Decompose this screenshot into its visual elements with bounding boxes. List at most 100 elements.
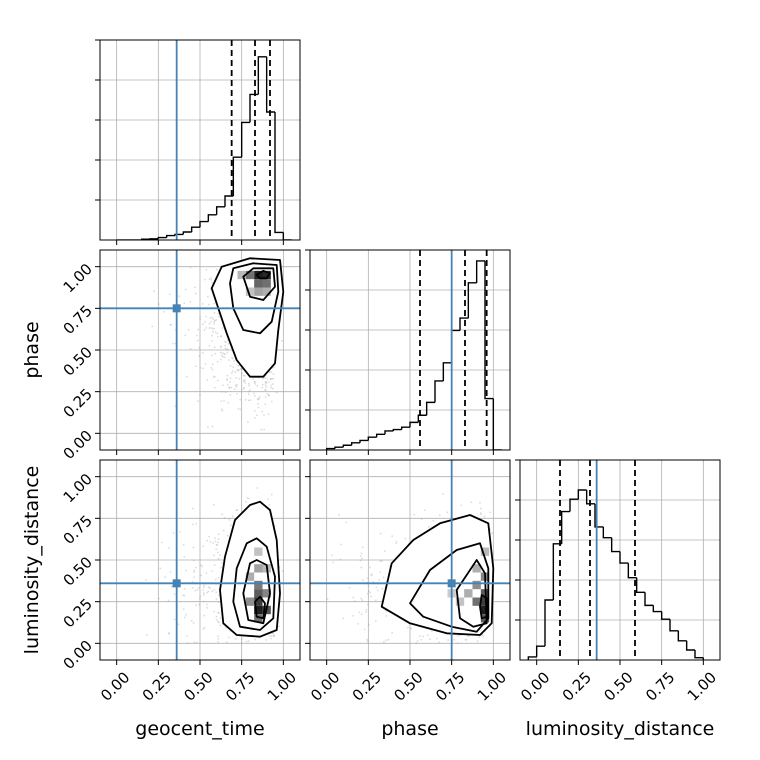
- scatter-point: [192, 546, 195, 549]
- scatter-point: [184, 334, 187, 337]
- scatter-point: [238, 377, 241, 380]
- density-cell: [455, 597, 465, 606]
- scatter-point: [338, 513, 341, 516]
- scatter-point: [173, 618, 176, 621]
- scatter-point: [203, 278, 206, 281]
- scatter-point: [210, 278, 213, 281]
- hist-bin-phase: [375, 433, 385, 438]
- scatter-point: [248, 497, 250, 500]
- truth-marker: [172, 304, 181, 313]
- scatter-point: [265, 380, 267, 383]
- hist-bin-geocent-time: [240, 121, 250, 158]
- scatter-point: [258, 397, 261, 400]
- scatter-point: [254, 381, 256, 384]
- scatter-point: [374, 599, 377, 602]
- hist-bin-luminosity-distance: [652, 605, 662, 613]
- scatter-point: [198, 603, 201, 606]
- scatter-point: [265, 382, 268, 384]
- scatter-point: [215, 544, 218, 547]
- scatter-point: [223, 400, 225, 402]
- truth-marker: [447, 579, 456, 588]
- contour-line: [219, 500, 281, 638]
- scatter-point: [247, 421, 249, 424]
- scatter-point: [210, 321, 212, 323]
- panel-frame: [519, 459, 721, 661]
- scatter-point: [438, 641, 440, 644]
- scatter-point: [361, 557, 363, 560]
- scatter-point: [217, 312, 219, 315]
- y-tick-label-phase: 0.25: [60, 385, 96, 421]
- scatter-point: [206, 539, 209, 542]
- scatter-point: [256, 385, 259, 387]
- scatter-point: [214, 540, 217, 543]
- scatter-point: [191, 523, 194, 526]
- scatter-point: [456, 635, 459, 637]
- hist-bin-luminosity-distance: [694, 650, 704, 659]
- hist-bin-phase: [392, 428, 402, 431]
- scatter-point: [272, 632, 274, 635]
- scatter-point: [210, 326, 212, 329]
- y-tick-label-luminosity-distance: 0.50: [60, 553, 96, 589]
- x-axis-title-phase: phase: [381, 718, 438, 740]
- scatter-point: [360, 566, 363, 569]
- scatter-point: [144, 578, 147, 581]
- scatter-point: [183, 587, 186, 590]
- scatter-point: [213, 564, 216, 567]
- scatter-point: [230, 386, 233, 389]
- scatter-point: [228, 386, 231, 389]
- scatter-point: [203, 584, 206, 587]
- scatter-point: [215, 598, 218, 601]
- y-tick-label-phase: 0.75: [60, 302, 96, 338]
- scatter-point: [413, 513, 416, 516]
- scatter-point: [214, 352, 217, 355]
- contour-line: [380, 514, 495, 636]
- scatter-point: [219, 624, 222, 627]
- scatter-point: [492, 615, 495, 617]
- density-cell: [472, 597, 481, 606]
- hist-bin-geocent-time: [257, 56, 267, 95]
- hist-bin-luminosity-distance: [685, 640, 695, 651]
- hist-bin-geocent-time: [182, 231, 192, 235]
- scatter-point: [170, 323, 173, 326]
- scatter-point: [270, 384, 272, 387]
- scatter-point: [227, 342, 230, 345]
- scatter-point: [404, 537, 407, 540]
- scatter-point: [217, 576, 220, 579]
- scatter-point: [213, 322, 216, 325]
- scatter-point: [366, 640, 369, 643]
- scatter-point: [273, 635, 276, 637]
- scatter-point: [217, 336, 219, 338]
- scatter-point: [470, 501, 473, 504]
- scatter-point: [379, 571, 382, 574]
- scatter-point: [237, 407, 240, 410]
- scatter-point: [210, 276, 213, 279]
- scatter-point: [216, 360, 219, 363]
- scatter-point: [211, 340, 214, 342]
- scatter-point: [263, 377, 266, 379]
- hist-bin-phase: [467, 282, 477, 319]
- scatter-point: [234, 371, 237, 373]
- scatter-point: [208, 535, 211, 538]
- panel-luminosity-distance-vs-geocent-time: [95, 459, 301, 665]
- scatter-point: [370, 595, 373, 598]
- scatter-point: [213, 386, 216, 389]
- scatter-point: [184, 288, 187, 291]
- scatter-point: [453, 638, 455, 641]
- scatter-point: [266, 378, 269, 381]
- scatter-point: [247, 399, 250, 402]
- scatter-point: [263, 428, 266, 431]
- scatter-point: [446, 511, 449, 514]
- scatter-point: [447, 639, 450, 642]
- density-cell: [262, 279, 271, 288]
- scatter-point: [168, 293, 171, 296]
- scatter-point: [243, 380, 245, 383]
- scatter-point: [208, 344, 211, 347]
- scatter-point: [187, 328, 190, 331]
- scatter-point: [268, 503, 271, 506]
- scatter-point: [271, 377, 273, 380]
- density-cell: [480, 605, 490, 615]
- scatter-point: [330, 554, 333, 557]
- scatter-point: [377, 589, 379, 592]
- scatter-point: [379, 532, 382, 535]
- scatter-point: [214, 331, 217, 334]
